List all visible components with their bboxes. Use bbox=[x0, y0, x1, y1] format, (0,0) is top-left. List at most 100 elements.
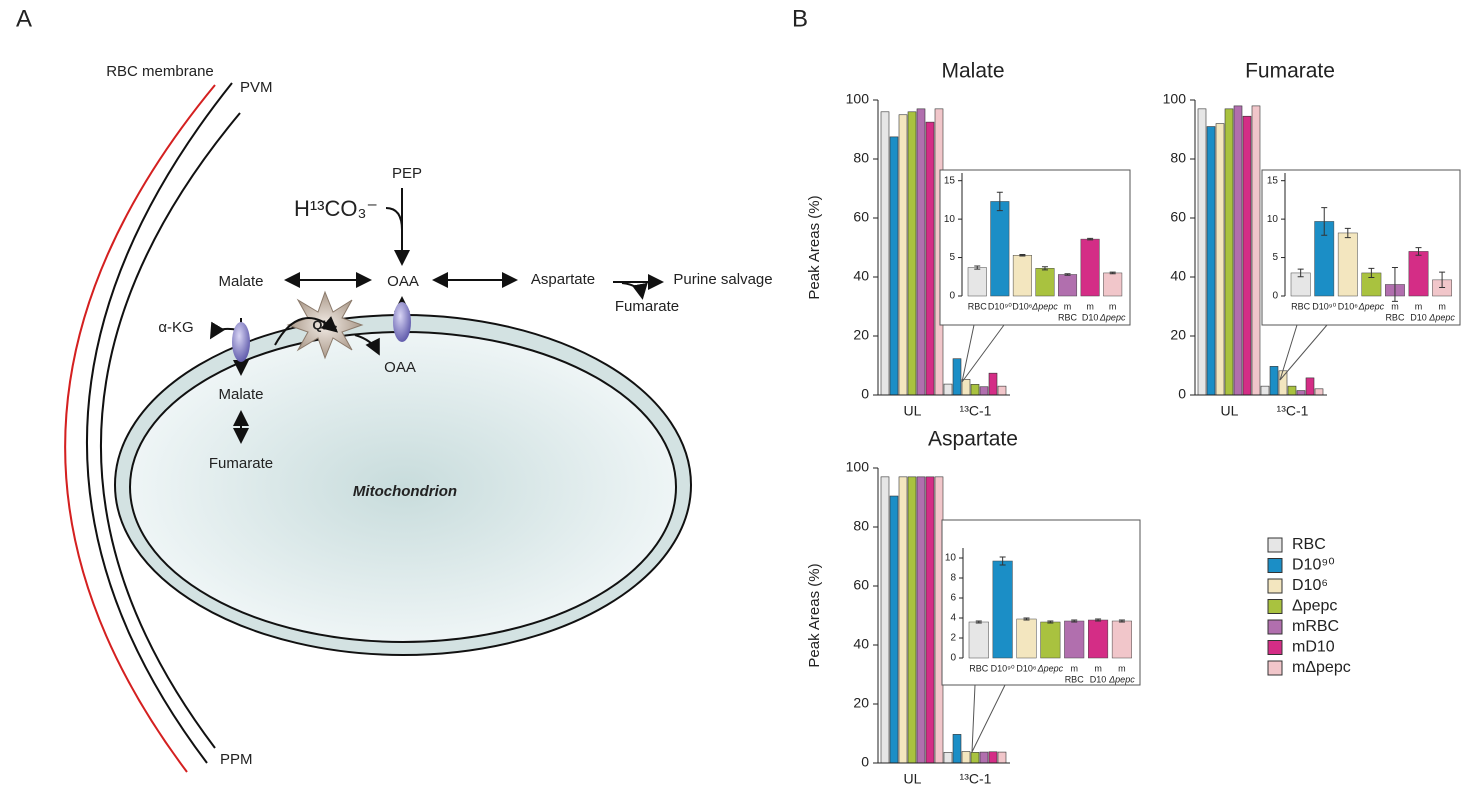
pvm-line bbox=[85, 82, 233, 764]
error-bar bbox=[1439, 271, 1446, 289]
inset-y-tick-label: 6 bbox=[950, 593, 956, 604]
bar bbox=[961, 751, 971, 764]
inset-frame bbox=[941, 519, 1141, 686]
inset-x-tick-label: D10⁶ bbox=[1338, 301, 1359, 311]
bar bbox=[952, 734, 962, 764]
y-tick-label: 60 bbox=[1170, 209, 1186, 225]
label: RBC membrane bbox=[106, 63, 214, 80]
inset-x-tick-label: m bbox=[1109, 301, 1117, 311]
y-tick-label: 100 bbox=[846, 91, 870, 107]
chart-title: Malate bbox=[941, 60, 1004, 83]
y-tick-label: 0 bbox=[1178, 386, 1186, 402]
y-tick-label: 20 bbox=[853, 327, 869, 343]
label: PEP bbox=[392, 165, 422, 182]
bar bbox=[898, 476, 908, 764]
callout bbox=[1279, 324, 1328, 381]
inset-y-tick-label: 5 bbox=[949, 252, 955, 263]
transporter bbox=[232, 322, 250, 362]
inset-x-tick-label: RBC bbox=[1385, 312, 1405, 322]
chart-title: Fumarate bbox=[1245, 60, 1335, 83]
inset-x-tick-label: RBC bbox=[1058, 312, 1078, 322]
label: Malate bbox=[218, 386, 263, 403]
inset-bar bbox=[1040, 621, 1061, 659]
arrow bbox=[385, 207, 403, 231]
y-tick-label: 100 bbox=[1163, 91, 1187, 107]
inset-y-tick-label: 0 bbox=[949, 291, 955, 302]
inset-bar bbox=[1058, 274, 1078, 297]
y-axis-label: Peak Areas (%) bbox=[806, 195, 823, 299]
inset-bar bbox=[1103, 272, 1123, 297]
bar bbox=[970, 384, 980, 396]
inset-y-tick-label: 5 bbox=[1272, 252, 1278, 263]
legend-label: Δpepc bbox=[1292, 598, 1337, 615]
bar bbox=[961, 379, 971, 396]
legend-swatch bbox=[1267, 640, 1283, 655]
inset-x-tick-label: D10⁹⁰ bbox=[988, 301, 1012, 311]
x-tick-label: ¹³C-1 bbox=[960, 403, 992, 419]
inset-y-tick-label: 2 bbox=[950, 633, 956, 644]
error-bar bbox=[1368, 267, 1375, 279]
bar bbox=[1206, 126, 1216, 396]
inset-x-tick-label: D10 bbox=[1410, 312, 1427, 322]
label: Malate bbox=[218, 273, 263, 290]
label: α-KG bbox=[158, 319, 193, 336]
bar bbox=[907, 476, 917, 764]
inset-bar bbox=[1035, 268, 1055, 297]
inset-x-tick-label: D10 bbox=[1082, 312, 1099, 322]
inset-x-tick-label: Δpepc bbox=[1099, 312, 1126, 322]
bar bbox=[1278, 370, 1288, 396]
bar bbox=[997, 385, 1007, 396]
error-bar bbox=[999, 556, 1006, 566]
inset-x-tick-label: D10⁹⁰ bbox=[1312, 301, 1336, 311]
bar bbox=[988, 751, 998, 764]
arrow bbox=[354, 334, 380, 356]
bar bbox=[880, 111, 890, 396]
y-tick-label: 40 bbox=[1170, 268, 1186, 284]
bar bbox=[970, 752, 980, 764]
inset-y-tick-label: 0 bbox=[1272, 291, 1278, 302]
legend-label: mRBC bbox=[1292, 618, 1339, 635]
inset-frame bbox=[1261, 169, 1461, 326]
inset-x-tick-label: m bbox=[1094, 663, 1102, 673]
bar bbox=[1269, 366, 1279, 396]
error-bar bbox=[1109, 271, 1116, 275]
legend-label: RBC bbox=[1292, 536, 1326, 553]
transporter bbox=[393, 302, 411, 342]
y-tick-label: 100 bbox=[846, 459, 870, 475]
x-tick-label: UL bbox=[904, 403, 922, 419]
inset-x-tick-label: Δpepc bbox=[1428, 312, 1455, 322]
inset-x-tick-label: m bbox=[1391, 301, 1399, 311]
legend-label: mD10 bbox=[1292, 639, 1335, 656]
x-tick-label: ¹³C-1 bbox=[960, 771, 992, 787]
label: OAA bbox=[384, 359, 416, 376]
y-tick-label: 60 bbox=[853, 209, 869, 225]
label: Fumarate bbox=[615, 298, 679, 315]
inset-bar bbox=[1012, 255, 1032, 297]
y-tick-label: 40 bbox=[853, 268, 869, 284]
inset-x-tick-label: D10⁶ bbox=[1016, 663, 1037, 673]
label: Purine salvage bbox=[673, 271, 772, 288]
inset-bar bbox=[990, 201, 1010, 297]
bar bbox=[997, 751, 1007, 764]
error-bar bbox=[974, 265, 981, 270]
bar bbox=[1314, 388, 1324, 396]
y-tick-label: 0 bbox=[861, 754, 869, 770]
arrow bbox=[274, 316, 339, 346]
bar bbox=[916, 476, 926, 764]
bar bbox=[1260, 385, 1270, 396]
inset-bar bbox=[992, 560, 1013, 659]
inset-y-tick-label: 10 bbox=[1267, 214, 1279, 225]
inset-x-tick-label: Δpepc bbox=[1108, 674, 1135, 684]
legend-swatch bbox=[1267, 619, 1283, 635]
inset-x-tick-label: m bbox=[1070, 663, 1078, 673]
error-bar bbox=[996, 191, 1003, 212]
bar bbox=[1287, 385, 1297, 396]
error-bar bbox=[1344, 227, 1351, 239]
inset-x-tick-label: D10⁶ bbox=[1012, 301, 1033, 311]
bar bbox=[1251, 105, 1261, 396]
inset-bar bbox=[1111, 620, 1132, 659]
label: OAA bbox=[387, 273, 419, 290]
rbc-membrane-line bbox=[64, 84, 216, 773]
legend-swatch bbox=[1267, 599, 1283, 614]
